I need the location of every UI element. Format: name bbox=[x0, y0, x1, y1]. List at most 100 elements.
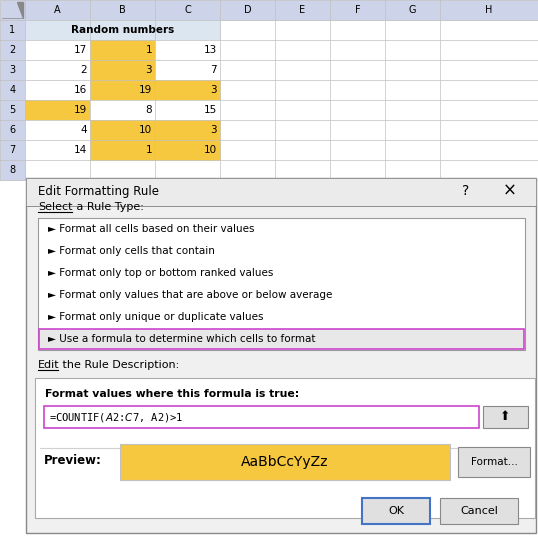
Text: ⬆: ⬆ bbox=[500, 410, 511, 423]
Text: 7: 7 bbox=[9, 145, 16, 155]
Text: 10: 10 bbox=[139, 125, 152, 135]
Bar bbox=[330, 140, 385, 160]
Bar bbox=[385, 40, 440, 60]
Bar bbox=[25, 160, 90, 180]
Text: 4: 4 bbox=[10, 85, 16, 95]
Bar bbox=[385, 0, 440, 20]
Bar bbox=[120, 444, 450, 480]
Bar bbox=[275, 60, 330, 80]
Bar bbox=[26, 178, 536, 206]
Bar bbox=[90, 40, 155, 60]
Bar bbox=[0, 140, 25, 160]
Text: 2: 2 bbox=[80, 65, 87, 75]
Text: 5: 5 bbox=[9, 105, 16, 115]
Text: 19: 19 bbox=[74, 105, 87, 115]
Bar bbox=[0, 60, 25, 80]
Bar bbox=[38, 218, 525, 350]
Text: 3: 3 bbox=[210, 85, 217, 95]
Bar bbox=[25, 80, 90, 100]
Bar bbox=[385, 60, 440, 80]
Bar bbox=[385, 0, 440, 20]
Text: ► Format only cells that contain: ► Format only cells that contain bbox=[48, 246, 215, 256]
Bar bbox=[330, 0, 385, 20]
Text: ×: × bbox=[503, 182, 517, 200]
Bar bbox=[25, 100, 90, 120]
Bar bbox=[483, 406, 528, 428]
Bar bbox=[220, 40, 275, 60]
Bar bbox=[440, 100, 538, 120]
Bar bbox=[275, 0, 330, 20]
Text: ► Format all cells based on their values: ► Format all cells based on their values bbox=[48, 224, 254, 234]
Bar bbox=[275, 80, 330, 100]
Text: Preview:: Preview: bbox=[44, 454, 102, 467]
Text: ?: ? bbox=[462, 184, 470, 198]
Bar bbox=[0, 80, 25, 100]
Bar bbox=[0, 120, 25, 140]
Bar bbox=[275, 140, 330, 160]
Bar bbox=[25, 80, 90, 100]
Bar bbox=[35, 378, 535, 518]
Bar bbox=[25, 100, 90, 120]
Bar bbox=[44, 406, 479, 428]
Bar bbox=[25, 60, 90, 80]
Bar bbox=[25, 40, 90, 60]
Bar bbox=[440, 0, 538, 20]
Text: 14: 14 bbox=[74, 145, 87, 155]
Bar bbox=[0, 0, 25, 20]
Bar bbox=[330, 160, 385, 180]
Bar bbox=[458, 447, 530, 477]
Text: 3: 3 bbox=[210, 125, 217, 135]
Text: 1: 1 bbox=[145, 45, 152, 55]
Bar bbox=[155, 140, 220, 160]
Bar bbox=[25, 120, 90, 140]
Bar bbox=[0, 20, 25, 40]
Bar bbox=[440, 498, 518, 524]
Bar bbox=[25, 20, 90, 40]
Bar bbox=[330, 40, 385, 60]
Bar bbox=[90, 100, 155, 120]
Text: 3: 3 bbox=[145, 65, 152, 75]
Text: 1: 1 bbox=[145, 145, 152, 155]
Text: 16: 16 bbox=[74, 85, 87, 95]
Text: 8: 8 bbox=[145, 105, 152, 115]
Bar bbox=[90, 0, 155, 20]
Text: OK: OK bbox=[388, 506, 404, 516]
Bar bbox=[90, 120, 155, 140]
Text: Edit Formatting Rule: Edit Formatting Rule bbox=[38, 186, 159, 199]
Text: 4: 4 bbox=[80, 125, 87, 135]
Bar bbox=[90, 140, 155, 160]
Bar bbox=[440, 140, 538, 160]
Text: B: B bbox=[119, 5, 126, 15]
Bar bbox=[440, 0, 538, 20]
Bar bbox=[220, 0, 275, 20]
Bar bbox=[275, 40, 330, 60]
Bar bbox=[330, 60, 385, 80]
Bar bbox=[220, 0, 275, 20]
Bar bbox=[90, 20, 155, 40]
Bar bbox=[26, 178, 536, 533]
Bar bbox=[220, 20, 275, 40]
Bar bbox=[90, 0, 155, 20]
Text: 1: 1 bbox=[10, 25, 16, 35]
Bar bbox=[155, 60, 220, 80]
Bar bbox=[155, 40, 220, 60]
Text: 15: 15 bbox=[204, 105, 217, 115]
Bar bbox=[90, 80, 155, 100]
Text: C: C bbox=[184, 5, 191, 15]
Text: the Rule Description:: the Rule Description: bbox=[59, 360, 179, 370]
Bar bbox=[0, 40, 25, 60]
Bar bbox=[0, 120, 25, 140]
Bar bbox=[330, 80, 385, 100]
Bar bbox=[90, 20, 155, 40]
Text: Edit: Edit bbox=[38, 360, 60, 370]
Text: 7: 7 bbox=[210, 65, 217, 75]
Bar bbox=[275, 160, 330, 180]
Text: F: F bbox=[355, 5, 360, 15]
Bar bbox=[25, 40, 90, 60]
Text: 10: 10 bbox=[204, 145, 217, 155]
Bar bbox=[220, 120, 275, 140]
Text: a Rule Type:: a Rule Type: bbox=[73, 202, 144, 212]
Text: 8: 8 bbox=[10, 165, 16, 175]
Bar bbox=[25, 120, 90, 140]
Bar bbox=[220, 140, 275, 160]
